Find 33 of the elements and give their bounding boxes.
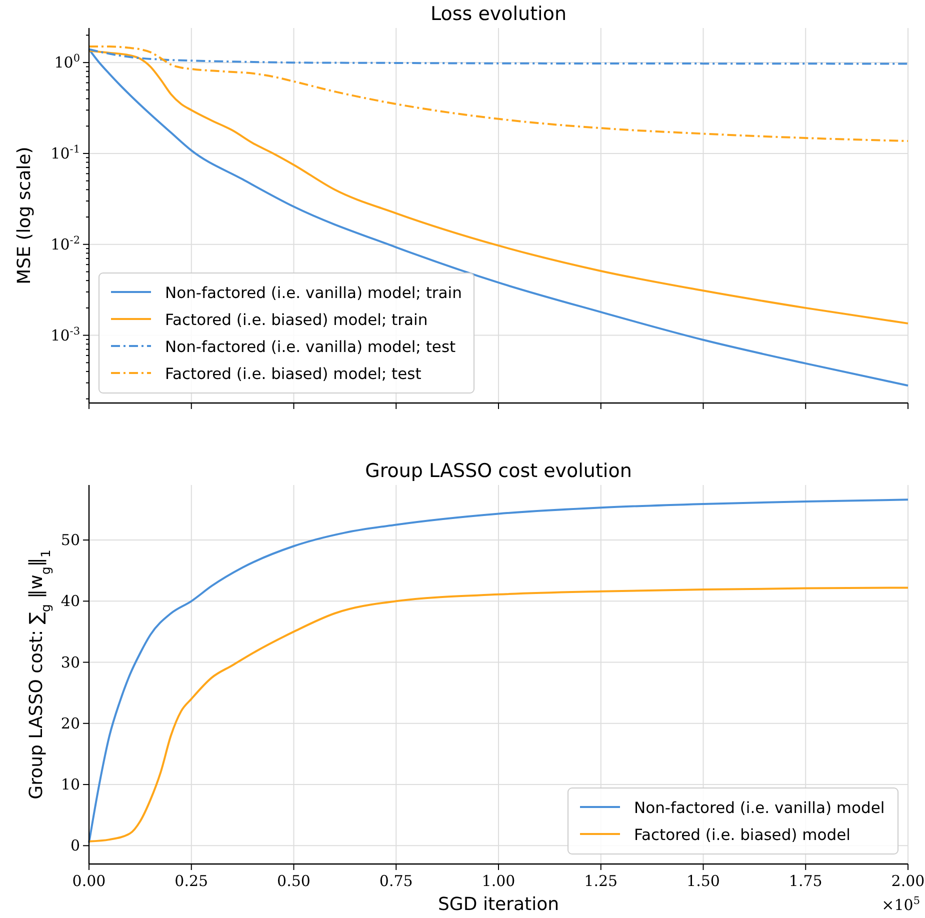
line-series: [88, 46, 909, 142]
x-tick-label: 1.75: [788, 872, 822, 890]
chart-title: Group LASSO cost evolution: [365, 460, 632, 482]
legend-label: Non-factored (i.e. vanilla) model: [634, 799, 885, 817]
line-series: [88, 498, 909, 844]
y-tick-label: 40: [60, 592, 80, 610]
x-tick-label: 0.00: [72, 872, 106, 890]
y-tick-label: 20: [60, 714, 80, 732]
x-tick-label: 1.00: [482, 872, 516, 890]
x-tick-label: 2.00: [891, 872, 925, 890]
x-tick-label: 1.25: [584, 872, 618, 890]
x-tick-label: 0.50: [277, 872, 310, 890]
x-tick-label: 0.25: [174, 872, 208, 890]
legend-label: Factored (i.e. biased) model; test: [165, 365, 422, 383]
y-tick-label: 0: [70, 836, 80, 855]
legend-label: Factored (i.e. biased) model; train: [165, 311, 428, 329]
x-tick-label: 1.50: [686, 872, 720, 890]
y-tick-label: 10$^{-2}$: [50, 234, 80, 254]
x-tick-label: 0.75: [379, 872, 413, 890]
y-tick-label: 50: [60, 531, 80, 550]
x-axis-title: SGD iteration: [438, 894, 559, 915]
y-tick-label: 30: [60, 653, 80, 672]
y-tick-label: 10$^{0}$: [54, 52, 80, 72]
y-tick-label: 10: [60, 776, 80, 794]
text: ×10$^{5}$: [882, 895, 920, 914]
y-tick-label: 10$^{-1}$: [50, 143, 80, 162]
y-axis-title: MSE (log scale): [14, 146, 35, 284]
chart-title: Loss evolution: [430, 3, 566, 25]
line-series: [88, 586, 909, 842]
legend-label: Non-factored (i.e. vanilla) model; train: [165, 284, 462, 302]
legend-label: Factored (i.e. biased) model: [634, 826, 850, 844]
y-tick-label: 10$^{-3}$: [50, 325, 80, 344]
legend-label: Non-factored (i.e. vanilla) model; test: [165, 338, 456, 356]
